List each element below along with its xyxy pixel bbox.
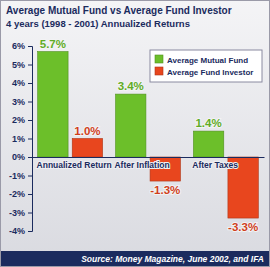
data-labels: 5.7% 3.4% 1.4% 1.0% -1.3% -3.3% [40, 38, 258, 234]
y-tick-label: 6% [12, 41, 25, 51]
bar [116, 94, 146, 157]
y-tick-mark [28, 65, 32, 66]
y-tick: -3% [9, 208, 32, 218]
y-tick: 0% [12, 152, 32, 162]
legend-box [150, 50, 262, 82]
data-label: 1.4% [195, 117, 221, 129]
y-axis: -4% -3% -2% -1% 0% 1% 2% 3% 4% 5% 6% [9, 41, 33, 236]
data-label: -1.3% [150, 184, 180, 196]
y-tick-label: -3% [9, 208, 25, 218]
y-tick: -4% [9, 226, 32, 236]
legend-label: Average Mutual Fund [167, 56, 248, 65]
chart: Average Mutual Fund vs Average Fund Inve… [0, 0, 270, 267]
y-tick-label: 3% [12, 97, 25, 107]
bar [72, 139, 102, 158]
legend-swatch [155, 55, 163, 63]
y-tick-label: -2% [9, 189, 25, 199]
bar [38, 52, 68, 157]
x-axis: Annualized ReturnAfter Inflation After Ta… [33, 158, 265, 170]
data-label: 5.7% [40, 38, 66, 50]
y-tick-mark [28, 139, 32, 140]
x-tick: After Inflation [114, 160, 169, 170]
background [1, 1, 270, 267]
y-tick: 2% [12, 115, 32, 125]
y-tick: -1% [9, 171, 32, 181]
x-tick: After Taxes [192, 160, 238, 170]
footer-bar [1, 251, 269, 266]
zero-line [33, 157, 265, 158]
legend-entry: Average Fund Investor [155, 67, 253, 77]
y-tick-mark [28, 176, 32, 177]
y-tick-label: 2% [12, 115, 25, 125]
source-note: Source: Money Magazine, June 2002, and I… [81, 254, 264, 264]
y-tick: 3% [12, 97, 32, 107]
legend: Average Mutual Fund Average Fund Investor [150, 50, 262, 82]
data-label: 1.0% [74, 125, 100, 137]
legend-entry: Average Mutual Fund [155, 55, 248, 65]
x-tick-label: After Inflation [114, 160, 169, 170]
y-tick: 1% [12, 134, 32, 144]
y-tick: -2% [9, 189, 32, 199]
y-tick-label: 1% [12, 134, 25, 144]
y-tick: 5% [12, 60, 32, 70]
bar [193, 131, 223, 157]
title: Average Mutual Fund vs Average Fund Inve… [6, 5, 232, 16]
y-tick-label: -4% [9, 226, 25, 236]
y-tick-mark [28, 194, 32, 195]
x-tick-label: After Taxes [192, 160, 238, 170]
plot: -4% -3% -2% -1% 0% 1% 2% 3% 4% 5% 6% Annualized Ret… [9, 38, 265, 237]
y-tick-label: 4% [12, 78, 25, 88]
legend-swatch [155, 67, 163, 75]
legend-label: Average Fund Investor [167, 68, 253, 77]
y-tick-mark [28, 231, 32, 232]
y-tick-label: 0% [12, 152, 25, 162]
x-tick-label: Annualized Return [37, 160, 112, 170]
y-axis-line [28, 47, 33, 232]
y-tick: 4% [12, 78, 32, 88]
y-tick-label: 5% [12, 60, 25, 70]
data-label: -3.3% [228, 221, 258, 233]
y-tick-label: -1% [9, 171, 25, 181]
subtitle: 4 years (1998 - 2001) Annualized Returns [6, 18, 190, 29]
y-tick-mark [28, 46, 32, 47]
data-label: 3.4% [118, 80, 144, 92]
y-tick-mark [28, 157, 32, 158]
y-tick-mark [28, 120, 32, 121]
y-tick-mark [28, 83, 32, 84]
x-tick: Annualized Return [37, 160, 112, 170]
y-tick-mark [28, 102, 32, 103]
y-tick-mark [28, 213, 32, 214]
y-tick: 6% [12, 41, 32, 51]
